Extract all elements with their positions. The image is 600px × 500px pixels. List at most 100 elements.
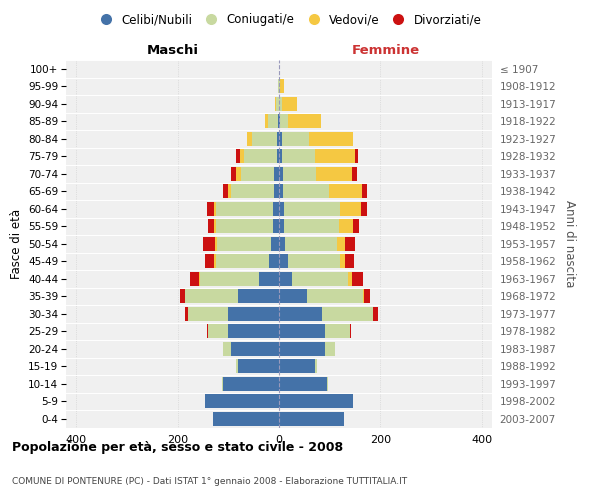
- Bar: [216, 202, 273, 216]
- Bar: [314, 149, 355, 163]
- Bar: [279, 359, 314, 373]
- Bar: [345, 254, 353, 268]
- Bar: [355, 149, 358, 163]
- Bar: [180, 289, 185, 303]
- Bar: [279, 306, 322, 321]
- Bar: [325, 324, 350, 338]
- Bar: [284, 202, 340, 216]
- Bar: [213, 412, 279, 426]
- Text: Popolazione per età, sesso e stato civile - 2008: Popolazione per età, sesso e stato civil…: [12, 441, 343, 454]
- Bar: [281, 149, 314, 163]
- Bar: [222, 377, 223, 391]
- Bar: [279, 289, 307, 303]
- Text: COMUNE DI PONTENURE (PC) - Dati ISTAT 1° gennaio 2008 - Elaborazione TUTTITALIA.: COMUNE DI PONTENURE (PC) - Dati ISTAT 1°…: [12, 477, 407, 486]
- Bar: [285, 237, 337, 251]
- Bar: [228, 306, 279, 321]
- Bar: [228, 184, 231, 198]
- Bar: [207, 324, 208, 338]
- Bar: [269, 254, 279, 268]
- Bar: [279, 167, 283, 180]
- Bar: [340, 202, 361, 216]
- Bar: [322, 306, 373, 321]
- Bar: [238, 289, 279, 303]
- Bar: [278, 114, 279, 128]
- Bar: [203, 237, 215, 251]
- Bar: [280, 79, 284, 93]
- Bar: [251, 132, 277, 146]
- Bar: [345, 237, 355, 251]
- Bar: [200, 272, 259, 286]
- Text: Femmine: Femmine: [352, 44, 419, 57]
- Bar: [231, 167, 236, 180]
- Bar: [188, 306, 228, 321]
- Bar: [352, 272, 362, 286]
- Bar: [362, 184, 367, 198]
- Bar: [214, 254, 215, 268]
- Bar: [325, 342, 335, 356]
- Bar: [199, 272, 200, 286]
- Bar: [236, 149, 240, 163]
- Bar: [329, 184, 362, 198]
- Bar: [361, 202, 367, 216]
- Bar: [327, 377, 328, 391]
- Bar: [284, 219, 339, 233]
- Bar: [279, 324, 325, 338]
- Bar: [268, 114, 278, 128]
- Bar: [339, 219, 353, 233]
- Bar: [288, 254, 340, 268]
- Bar: [280, 114, 287, 128]
- Bar: [279, 272, 292, 286]
- Bar: [236, 359, 238, 373]
- Bar: [337, 237, 345, 251]
- Bar: [279, 254, 288, 268]
- Bar: [279, 412, 344, 426]
- Bar: [215, 237, 217, 251]
- Y-axis label: Fasce di età: Fasce di età: [10, 208, 23, 279]
- Bar: [241, 167, 274, 180]
- Bar: [352, 167, 356, 180]
- Bar: [349, 272, 352, 286]
- Bar: [223, 377, 279, 391]
- Bar: [277, 149, 279, 163]
- Bar: [274, 184, 279, 198]
- Bar: [214, 202, 216, 216]
- Bar: [223, 184, 228, 198]
- Bar: [273, 219, 279, 233]
- Bar: [316, 167, 352, 180]
- Bar: [231, 184, 274, 198]
- Bar: [277, 132, 279, 146]
- Bar: [279, 132, 281, 146]
- Bar: [247, 132, 251, 146]
- Bar: [279, 219, 284, 233]
- Bar: [364, 289, 370, 303]
- Bar: [208, 202, 214, 216]
- Bar: [240, 149, 244, 163]
- Bar: [208, 324, 228, 338]
- Bar: [281, 97, 297, 111]
- Bar: [244, 149, 277, 163]
- Bar: [292, 272, 349, 286]
- Bar: [205, 254, 214, 268]
- Bar: [275, 97, 277, 111]
- Bar: [350, 324, 351, 338]
- Bar: [279, 394, 353, 408]
- Bar: [287, 114, 320, 128]
- Bar: [228, 324, 279, 338]
- Bar: [283, 184, 329, 198]
- Bar: [310, 132, 353, 146]
- Bar: [281, 132, 310, 146]
- Bar: [314, 359, 317, 373]
- Bar: [208, 219, 214, 233]
- Bar: [223, 342, 231, 356]
- Bar: [279, 237, 285, 251]
- Bar: [279, 184, 283, 198]
- Bar: [231, 342, 279, 356]
- Bar: [279, 149, 281, 163]
- Bar: [214, 219, 216, 233]
- Text: Maschi: Maschi: [146, 44, 199, 57]
- Bar: [340, 254, 345, 268]
- Bar: [277, 97, 279, 111]
- Bar: [185, 289, 238, 303]
- Bar: [274, 167, 279, 180]
- Bar: [236, 167, 241, 180]
